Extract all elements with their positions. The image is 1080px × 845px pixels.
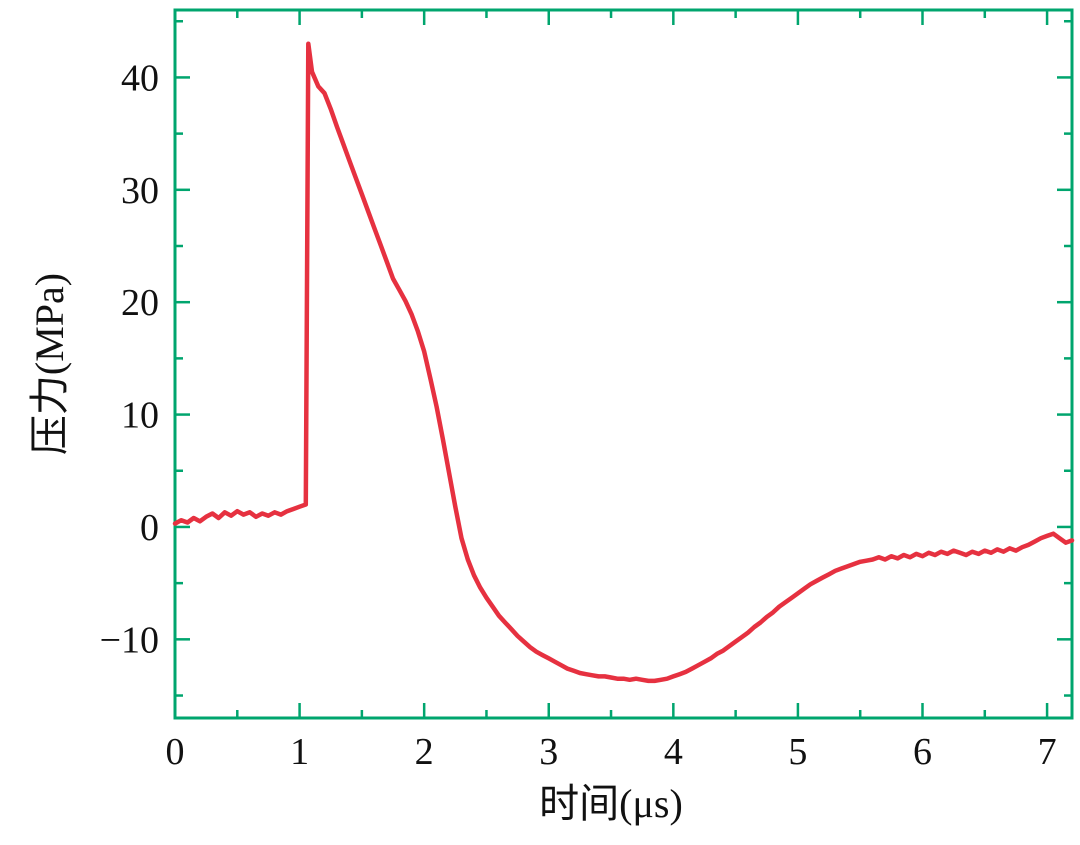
x-tick-label: 6 — [913, 731, 932, 773]
x-tick-label: 3 — [539, 731, 558, 773]
pressure-waveform-line — [172, 41, 1075, 684]
y-tick-label: 40 — [121, 57, 159, 99]
x-tick-label: 4 — [664, 731, 683, 773]
x-tick-label: 0 — [166, 731, 185, 773]
y-tick-label: 20 — [121, 282, 159, 324]
y-tick-label: −10 — [100, 619, 159, 661]
x-axis-title: 时间(μs) — [539, 781, 683, 826]
y-tick-label: 10 — [121, 395, 159, 437]
x-tick-label: 5 — [788, 731, 807, 773]
x-tick-label: 1 — [290, 731, 309, 773]
y-axis-title: 压力(MPa) — [27, 272, 72, 456]
x-tick-label: 7 — [1038, 731, 1057, 773]
x-tick-label: 2 — [415, 731, 434, 773]
y-tick-label: 30 — [121, 170, 159, 212]
plot-frame — [173, 8, 1074, 720]
y-tick-label: 0 — [140, 507, 159, 549]
